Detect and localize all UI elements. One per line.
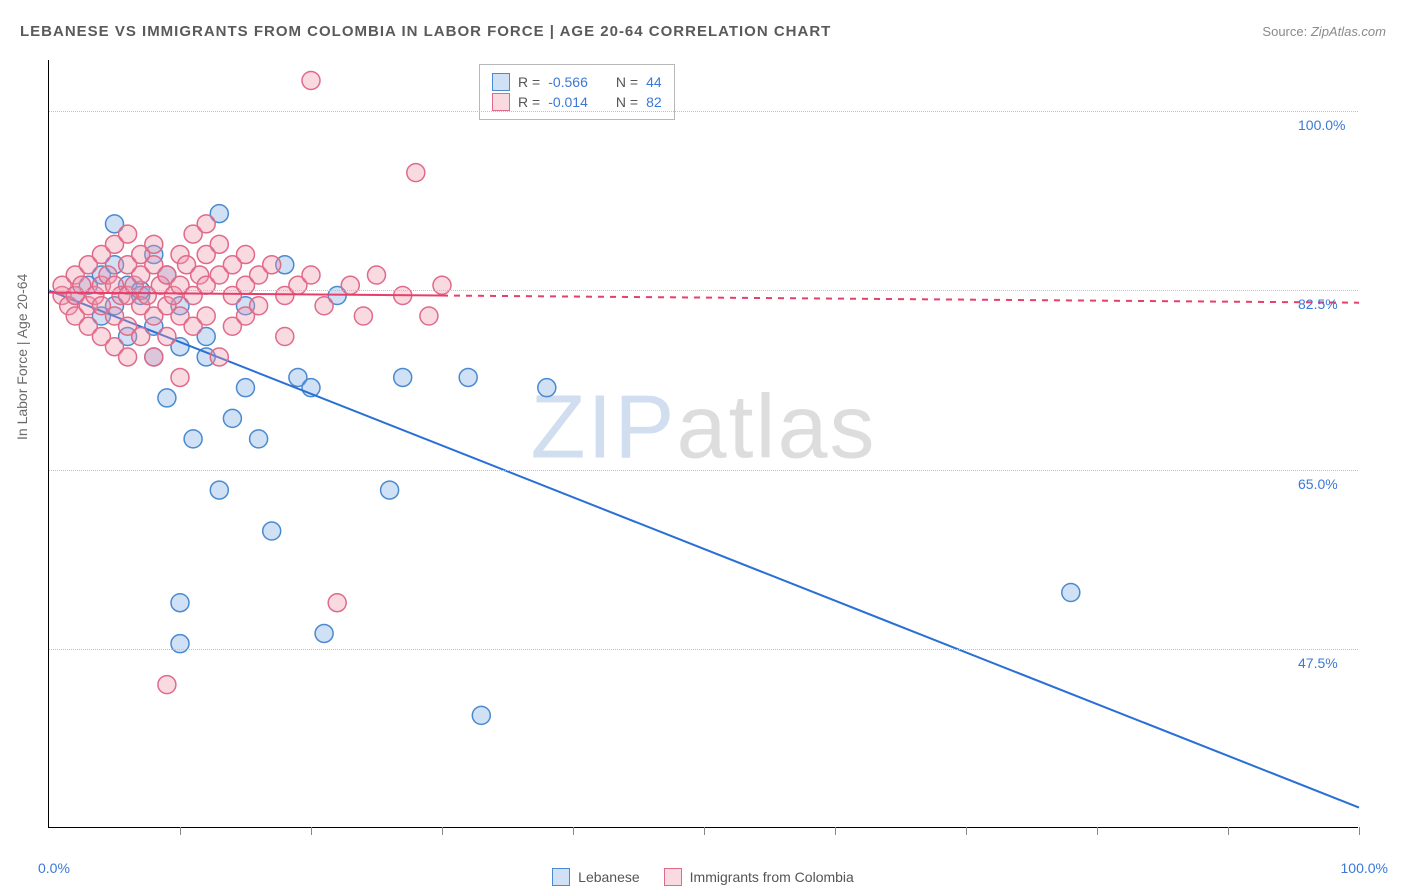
trend-line <box>49 290 1359 807</box>
data-point <box>276 327 294 345</box>
data-point <box>315 624 333 642</box>
legend-n-label: N = <box>616 94 638 110</box>
chart-title: LEBANESE VS IMMIGRANTS FROM COLOMBIA IN … <box>20 23 831 40</box>
data-point <box>368 266 386 284</box>
data-point <box>158 327 176 345</box>
data-point <box>197 307 215 325</box>
legend-swatch <box>552 868 570 886</box>
data-point <box>263 256 281 274</box>
data-point <box>250 297 268 315</box>
data-point <box>184 430 202 448</box>
data-point <box>119 348 137 366</box>
legend-n-value: 82 <box>646 94 662 110</box>
bottom-legend-item: Immigrants from Colombia <box>664 868 854 886</box>
data-point <box>145 348 163 366</box>
y-tick-label: 82.5% <box>1298 296 1338 312</box>
gridline <box>49 290 1358 291</box>
data-point <box>341 276 359 294</box>
source-value: ZipAtlas.com <box>1311 24 1386 39</box>
data-point <box>263 522 281 540</box>
gridline <box>49 111 1358 112</box>
data-point <box>1062 583 1080 601</box>
data-point <box>538 379 556 397</box>
data-point <box>171 368 189 386</box>
legend-swatch <box>664 868 682 886</box>
x-tick <box>442 827 443 835</box>
trend-line-dashed <box>442 296 1359 303</box>
data-point <box>145 235 163 253</box>
data-point <box>223 409 241 427</box>
data-point <box>119 225 137 243</box>
data-point <box>132 327 150 345</box>
gridline <box>49 649 1358 650</box>
bottom-legend-item: Lebanese <box>552 868 640 886</box>
data-point <box>315 297 333 315</box>
legend-r-value: -0.014 <box>548 94 588 110</box>
source-attribution: Source: ZipAtlas.com <box>1262 24 1386 39</box>
data-point <box>302 266 320 284</box>
x-tick <box>311 827 312 835</box>
data-point <box>433 276 451 294</box>
data-point <box>210 481 228 499</box>
legend-r-value: -0.566 <box>548 74 588 90</box>
data-point <box>328 594 346 612</box>
data-point <box>158 676 176 694</box>
data-point <box>171 594 189 612</box>
x-tick <box>1097 827 1098 835</box>
data-point <box>420 307 438 325</box>
data-point <box>394 368 412 386</box>
y-axis-label: In Labor Force | Age 20-64 <box>14 274 30 440</box>
series-name: Lebanese <box>578 869 640 885</box>
x-tick <box>1228 827 1229 835</box>
legend-swatch <box>492 93 510 111</box>
legend-row: R = -0.566 N = 44 <box>492 73 662 91</box>
data-point <box>381 481 399 499</box>
legend-r-label: R = <box>518 94 540 110</box>
y-tick-label: 65.0% <box>1298 476 1338 492</box>
data-point <box>210 235 228 253</box>
chart-header: LEBANESE VS IMMIGRANTS FROM COLOMBIA IN … <box>0 0 1406 48</box>
legend-r-label: R = <box>518 74 540 90</box>
legend-n-label: N = <box>616 74 638 90</box>
legend-row: R = -0.014 N = 82 <box>492 93 662 111</box>
bottom-legend: Lebanese Immigrants from Colombia <box>0 868 1406 886</box>
data-point <box>354 307 372 325</box>
series-name: Immigrants from Colombia <box>690 869 854 885</box>
x-tick <box>835 827 836 835</box>
data-point <box>197 215 215 233</box>
y-tick-label: 47.5% <box>1298 655 1338 671</box>
data-point <box>472 706 490 724</box>
chart-plot-area: ZIPatlas R =-0.566N =44R =-0.014N =82 <box>48 60 1358 828</box>
scatter-svg <box>49 60 1358 827</box>
data-point <box>171 635 189 653</box>
x-tick <box>573 827 574 835</box>
gridline <box>49 470 1358 471</box>
legend-n-value: 44 <box>646 74 662 90</box>
legend-swatch <box>492 73 510 91</box>
data-point <box>158 389 176 407</box>
data-point <box>407 164 425 182</box>
x-tick <box>180 827 181 835</box>
data-point <box>237 379 255 397</box>
x-tick <box>1359 827 1360 835</box>
data-point <box>210 348 228 366</box>
data-point <box>237 246 255 264</box>
data-point <box>250 430 268 448</box>
source-label: Source: <box>1262 24 1307 39</box>
x-tick <box>966 827 967 835</box>
x-tick <box>704 827 705 835</box>
data-point <box>302 71 320 89</box>
data-point <box>459 368 477 386</box>
y-tick-label: 100.0% <box>1298 117 1345 133</box>
